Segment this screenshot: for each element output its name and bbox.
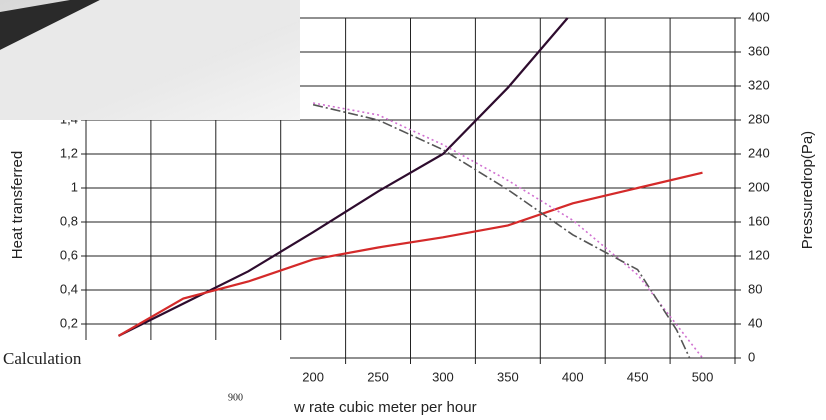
- x-tick-label: 200: [302, 369, 324, 384]
- y2-tick-label: 120: [748, 247, 770, 262]
- x-tick-label: 350: [497, 369, 519, 384]
- y-tick-label: 0,4: [60, 281, 78, 296]
- x-tick-label: 300: [432, 369, 454, 384]
- overlay-number: 900: [228, 392, 243, 403]
- y-tick-label: 0,6: [60, 247, 78, 262]
- y2-tick-label: 0: [748, 349, 755, 364]
- overlay-top: [0, 0, 300, 120]
- series-line: [313, 105, 689, 358]
- page: {"chart_data": {"type": "line", "y_label…: [0, 0, 826, 420]
- y2-tick-label: 360: [748, 43, 770, 58]
- y2-tick-label: 320: [748, 77, 770, 92]
- y2-tick-label: 40: [748, 315, 762, 330]
- y-tick-label: 1,2: [60, 145, 78, 160]
- overlay-text: Calculation: [3, 349, 82, 368]
- y2-tick-label: 160: [748, 213, 770, 228]
- chart: 0 40 80 120 160 200 240 280 320 360 400 0,2 0,4 0,6 0,…: [0, 0, 826, 420]
- y-tick-label: 0,8: [60, 213, 78, 228]
- x-tick-label: 450: [627, 369, 649, 384]
- x-tick-label: 250: [367, 369, 389, 384]
- y-tick-label: 0,2: [60, 315, 78, 330]
- y2-tick-label: 240: [748, 145, 770, 160]
- series-line: [313, 103, 702, 358]
- y2-tick-label: 400: [748, 9, 770, 24]
- y2-tick-label: 80: [748, 281, 762, 296]
- y2-tick-label: 200: [748, 179, 770, 194]
- y-axis-title: Heat transferred: [9, 151, 26, 259]
- x-axis-title: w rate cubic meter per hour: [293, 399, 477, 416]
- x-tick-label: 500: [692, 369, 714, 384]
- overlay-bottom: Calculation 900: [0, 340, 290, 420]
- y2-axis-title: Pressuredrop(Pa): [799, 131, 816, 249]
- x-tick-label: 400: [562, 369, 584, 384]
- y2-tick-label: 280: [748, 111, 770, 126]
- y-tick-label: 1: [71, 179, 78, 194]
